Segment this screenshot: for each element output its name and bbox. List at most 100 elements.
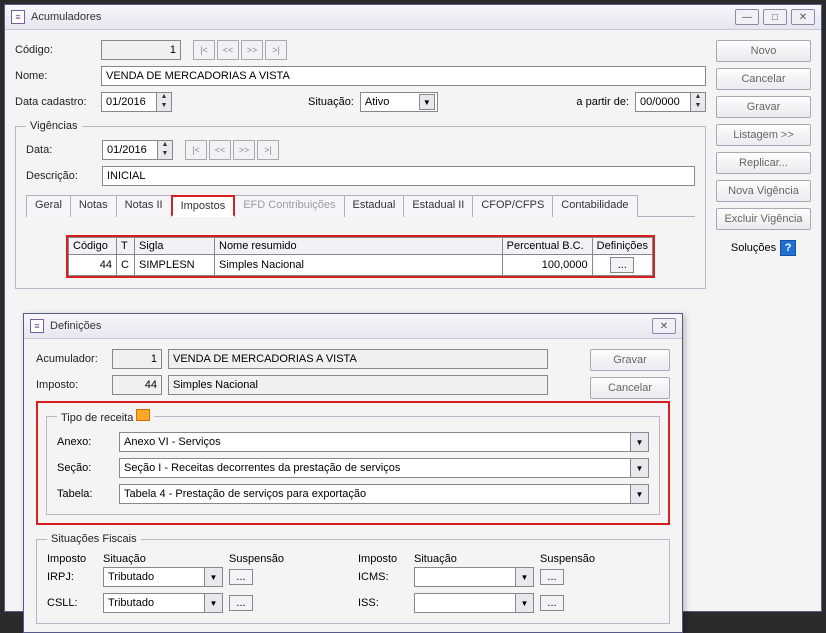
vig-data-spinner[interactable]: ▲▼ (102, 140, 173, 160)
table-row[interactable]: 44 C SIMPLESN Simples Nacional 100,0000 … (69, 255, 653, 276)
def-imp-nome (168, 375, 548, 395)
replicar-button[interactable]: Replicar... (716, 152, 811, 174)
apartir-input[interactable] (635, 92, 691, 112)
tab-estadual[interactable]: Estadual (344, 195, 405, 217)
chevron-down-icon: ▼ (204, 594, 222, 612)
apartir-spinner[interactable]: ▲▼ (635, 92, 706, 112)
iss-label: ISS: (358, 597, 408, 609)
irpj-select[interactable]: Tributado▼ (103, 567, 223, 587)
tab-notas2[interactable]: Notas II (116, 195, 172, 217)
csll-susp-button[interactable]: ... (229, 595, 253, 611)
cancelar-button[interactable]: Cancelar (716, 68, 811, 90)
nav-first-button[interactable]: |< (193, 40, 215, 60)
col-t: T (117, 238, 135, 255)
sf-h-situacao2: Situação (414, 553, 534, 565)
iss-susp-button[interactable]: ... (540, 595, 564, 611)
definicoes-button[interactable]: ... (610, 257, 634, 273)
data-cadastro-input[interactable] (101, 92, 157, 112)
def-imp-code (112, 375, 162, 395)
tab-geral[interactable]: Geral (26, 195, 71, 217)
vig-nav-last[interactable]: >| (257, 140, 279, 160)
tabela-value: Tabela 4 - Prestação de serviços para ex… (120, 488, 630, 500)
col-codigo: Código (69, 238, 117, 255)
chevron-down-icon: ▼ (630, 485, 648, 503)
definicoes-window: ≡ Definições ✕ Gravar Cancelar Acumulado… (23, 313, 683, 633)
tab-bar: Geral Notas Notas II Impostos EFD Contri… (26, 194, 695, 217)
data-cadastro-spinner[interactable]: ▲▼ (101, 92, 172, 112)
anexo-select[interactable]: Anexo VI - Serviços ▼ (119, 432, 649, 452)
situacoes-fiscais-group: Situações Fiscais Imposto Situação Suspe… (36, 533, 670, 624)
irpj-susp-button[interactable]: ... (229, 569, 253, 585)
spin-down-icon[interactable]: ▼ (158, 150, 172, 159)
vig-data-input[interactable] (102, 140, 158, 160)
def-gravar-button[interactable]: Gravar (590, 349, 670, 371)
spin-up-icon[interactable]: ▲ (691, 93, 705, 102)
tab-cfop[interactable]: CFOP/CFPS (472, 195, 553, 217)
spin-up-icon[interactable]: ▲ (157, 93, 171, 102)
nome-input[interactable] (101, 66, 706, 86)
situacao-label: Situação: (308, 96, 354, 108)
tabela-select[interactable]: Tabela 4 - Prestação de serviços para ex… (119, 484, 649, 504)
close-button[interactable]: ✕ (791, 9, 815, 25)
situacao-select[interactable]: Ativo ▼ (360, 92, 438, 112)
csll-label: CSLL: (47, 597, 97, 609)
codigo-input[interactable] (101, 40, 181, 60)
chevron-down-icon: ▼ (204, 568, 222, 586)
nav-next-button[interactable]: >> (241, 40, 263, 60)
def-acum-code (112, 349, 162, 369)
cell-codigo: 44 (69, 255, 117, 276)
nova-vigencia-button[interactable]: Nova Vigência (716, 180, 811, 202)
vig-nav-next[interactable]: >> (233, 140, 255, 160)
maximize-button[interactable]: □ (763, 9, 787, 25)
gravar-button[interactable]: Gravar (716, 96, 811, 118)
col-nome-resumido: Nome resumido (215, 238, 503, 255)
vig-nav-prev[interactable]: << (209, 140, 231, 160)
nav-last-button[interactable]: >| (265, 40, 287, 60)
novo-button[interactable]: Novo (716, 40, 811, 62)
col-definicoes: Definições (592, 238, 652, 255)
def-imp-label: Imposto: (36, 379, 106, 391)
icms-select[interactable]: ▼ (414, 567, 534, 587)
def-cancelar-button[interactable]: Cancelar (590, 377, 670, 399)
excluir-vigencia-button[interactable]: Excluir Vigência (716, 208, 811, 230)
icms-susp-button[interactable]: ... (540, 569, 564, 585)
tipo-receita-legend: Tipo de receita (57, 409, 154, 424)
iss-select[interactable]: ▼ (414, 593, 534, 613)
apartir-label: a partir de: (576, 96, 629, 108)
minimize-button[interactable]: — (735, 9, 759, 25)
def-close-button[interactable]: ✕ (652, 318, 676, 334)
spin-up-icon[interactable]: ▲ (158, 141, 172, 150)
irpj-label: IRPJ: (47, 571, 97, 583)
tab-impostos[interactable]: Impostos (171, 195, 236, 217)
secao-select[interactable]: Seção I - Receitas decorrentes da presta… (119, 458, 649, 478)
tipo-receita-box: Tipo de receita Anexo: Anexo VI - Serviç… (36, 401, 670, 525)
vig-desc-input[interactable] (102, 166, 695, 186)
tab-efd[interactable]: EFD Contribuições (234, 195, 344, 217)
nav-prev-button[interactable]: << (217, 40, 239, 60)
sf-h-suspensao: Suspensão (229, 553, 284, 565)
cell-t: C (117, 255, 135, 276)
tab-contabilidade[interactable]: Contabilidade (552, 195, 637, 217)
def-acum-nome (168, 349, 548, 369)
window-title: Acumuladores (31, 11, 729, 23)
solucoes-label[interactable]: Soluções (731, 242, 776, 254)
situacao-value: Ativo (365, 96, 415, 108)
flag-icon (136, 409, 150, 421)
csll-select[interactable]: Tributado▼ (103, 593, 223, 613)
chevron-down-icon: ▼ (630, 433, 648, 451)
cell-percentual: 100,0000 (502, 255, 592, 276)
listagem-button[interactable]: Listagem >> (716, 124, 811, 146)
tab-notas[interactable]: Notas (70, 195, 117, 217)
anexo-value: Anexo VI - Serviços (120, 436, 630, 448)
tab-estadual2[interactable]: Estadual II (403, 195, 473, 217)
help-icon[interactable]: ? (780, 240, 796, 256)
spin-down-icon[interactable]: ▼ (157, 102, 171, 111)
vig-data-label: Data: (26, 144, 96, 156)
definicoes-title: Definições (50, 320, 646, 332)
spin-down-icon[interactable]: ▼ (691, 102, 705, 111)
vigencias-legend: Vigências (26, 120, 82, 132)
secao-label: Seção: (57, 462, 113, 474)
app-icon: ≡ (11, 10, 25, 24)
vig-nav-first[interactable]: |< (185, 140, 207, 160)
chevron-down-icon: ▼ (515, 568, 533, 586)
